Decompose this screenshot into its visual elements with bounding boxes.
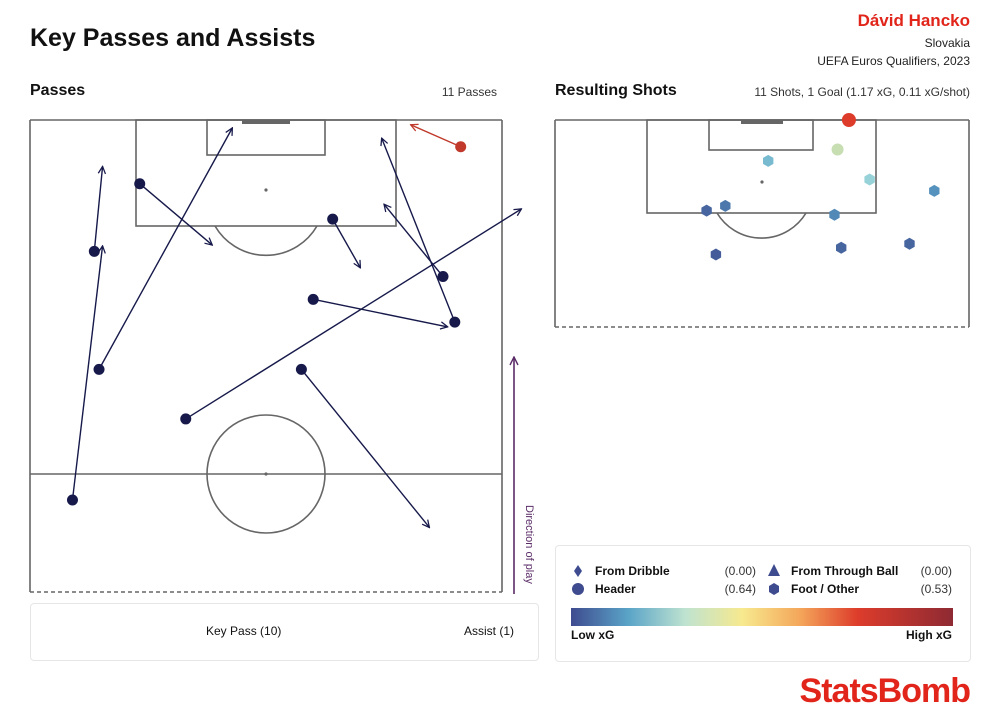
team-name: Slovakia [924,36,970,50]
assist-pass-arrow [411,125,461,148]
shots-panel-title: Resulting Shots [555,82,677,99]
key-pass-start [93,363,105,375]
player-name: Dávid Hancko [857,11,970,30]
key-pass-start [66,494,78,506]
key-pass-arrow [300,368,429,527]
key-pass-arrow [93,166,102,252]
legend-dribble-value: (0.00) [724,564,756,578]
key-pass-arrow [71,246,102,501]
foot-shot-marker [929,184,940,197]
shots-summary: 11 Shots, 1 Goal (1.17 xG, 0.11 xG/shot) [754,85,970,99]
key-pass-legend-label: Key Pass (10) [206,624,282,638]
six-yard-box [206,119,326,156]
shots-penalty-box [646,119,877,214]
penalty-arc [214,225,318,257]
shots-layer [701,113,940,261]
shot-legend [555,545,971,662]
legend-foot-label: Foot / Other [791,582,859,596]
competition-name: UEFA Euros Qualifiers, 2023 [817,54,970,68]
penalty-box [135,119,397,227]
legend-foot-value: (0.53) [920,582,952,596]
key-pass-start [88,245,100,257]
foot-shot-marker [763,154,774,167]
key-pass-start [295,363,307,375]
key-pass-arrow [313,298,448,327]
passes-pitch [29,119,503,593]
legend-through-ball-value: (0.00) [920,564,952,578]
assist-legend-label: Assist (1) [464,624,515,638]
key-pass-arrow [332,218,361,268]
passes-count: 11 Passes [441,85,497,99]
legend-dribble-label: From Dribble [595,564,670,578]
foot-shot-marker [864,173,875,186]
page-title: Key Passes and Assists [30,24,316,52]
statsbomb-logo: StatsBomb [799,672,971,710]
key-pass-arrow [139,183,213,245]
legend-header-label: Header [595,582,636,596]
assist-pass-start [455,141,467,153]
shots-penalty-spot [760,180,764,184]
shots-pitch [554,119,970,328]
key-pass-start [449,316,461,328]
direction-label: Direction of play [523,505,535,584]
header-shot-marker [831,143,844,156]
xg-low-label: Low xG [571,628,615,642]
key-pass-arrow [185,209,522,420]
legend-header-value: (0.64) [724,582,756,596]
foot-shot-marker [904,237,915,250]
key-pass-start [134,178,146,190]
foot-shot-marker [829,208,840,221]
xg-high-label: High xG [905,628,952,642]
foot-shot-marker [836,241,847,254]
foot-shot-marker [701,204,712,217]
penalty-spot [264,188,268,192]
centre-circle [206,414,326,534]
shots-six-yard-box [708,119,814,151]
pass-legend [30,603,539,661]
key-pass-arrow [98,128,232,370]
key-pass-arrow [382,138,456,323]
shots-penalty-arc [716,212,807,239]
passes-panel-title: Passes [30,82,86,99]
key-pass-start [327,213,339,225]
key-pass-start [307,293,319,305]
foot-shot-marker [720,199,731,212]
goal-shot-marker [841,113,856,127]
key-pass-start [180,413,192,425]
key-pass-arrow [384,204,444,277]
key-pass-start [437,271,449,283]
foot-shot-marker [710,248,722,261]
centre-spot [264,472,268,476]
legend-through-ball-label: From Through Ball [791,564,899,578]
passes-layer [66,125,522,528]
